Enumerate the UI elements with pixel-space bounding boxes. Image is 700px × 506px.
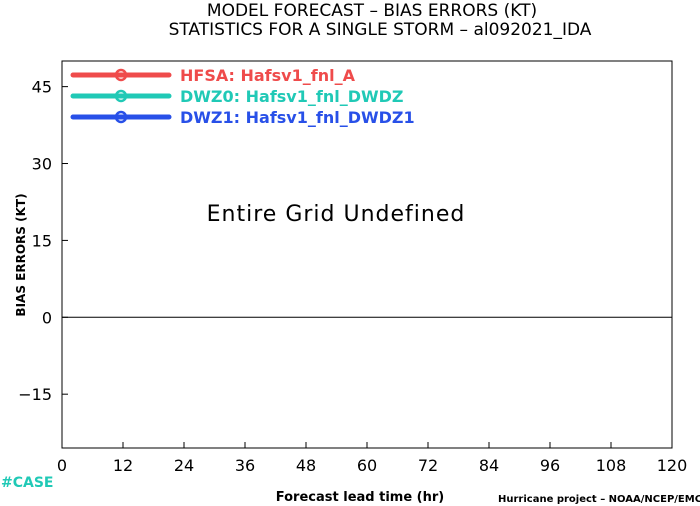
x-tick-label: 108 <box>596 456 627 475</box>
x-tick-label: 36 <box>235 456 255 475</box>
x-tick-label: 60 <box>357 456 377 475</box>
no-data-message: Entire Grid Undefined <box>207 202 466 227</box>
x-tick-label: 48 <box>296 456 316 475</box>
chart-subtitle: STATISTICS FOR A SINGLE STORM – al092021… <box>169 20 592 40</box>
x-tick-label: 0 <box>57 456 67 475</box>
legend-entry: DWZ1: Hafsv1_fnl_DWDZ1 <box>180 108 415 127</box>
y-axis-label: BIAS ERRORS (KT) <box>14 193 28 316</box>
legend-marker <box>114 110 128 124</box>
x-tick-label: 120 <box>657 456 688 475</box>
credit-text: Hurricane project – NOAA/NCEP/EMC <box>498 494 700 505</box>
y-axis: −15 0 15 30 45 <box>18 78 68 404</box>
legend-marker <box>114 68 128 82</box>
y-tick-label: 45 <box>32 78 52 97</box>
y-tick-label: 30 <box>32 155 52 174</box>
x-axis-label: Forecast lead time (hr) <box>276 490 444 505</box>
x-tick-label: 72 <box>418 456 438 475</box>
x-tick-label: 96 <box>540 456 560 475</box>
y-tick-label: 15 <box>32 231 52 250</box>
legend-entry: DWZ0: Hafsv1_fnl_DWDZ <box>180 87 404 106</box>
y-tick-label: −15 <box>18 385 52 404</box>
legend: HFSA: Hafsv1_fnl_A DWZ0: Hafsv1_fnl_DWDZ D… <box>70 66 415 127</box>
x-tick-label: 84 <box>479 456 499 475</box>
legend-marker <box>114 89 128 103</box>
case-label: #CASE <box>1 475 54 491</box>
x-tick-label: 24 <box>174 456 194 475</box>
x-axis: 0 12 24 36 48 60 72 84 96 108 120 <box>57 442 687 475</box>
legend-entry: HFSA: Hafsv1_fnl_A <box>180 66 356 85</box>
y-tick-label: 0 <box>42 308 52 327</box>
x-tick-label: 12 <box>113 456 133 475</box>
chart-title: MODEL FORECAST – BIAS ERRORS (KT) <box>207 1 537 21</box>
